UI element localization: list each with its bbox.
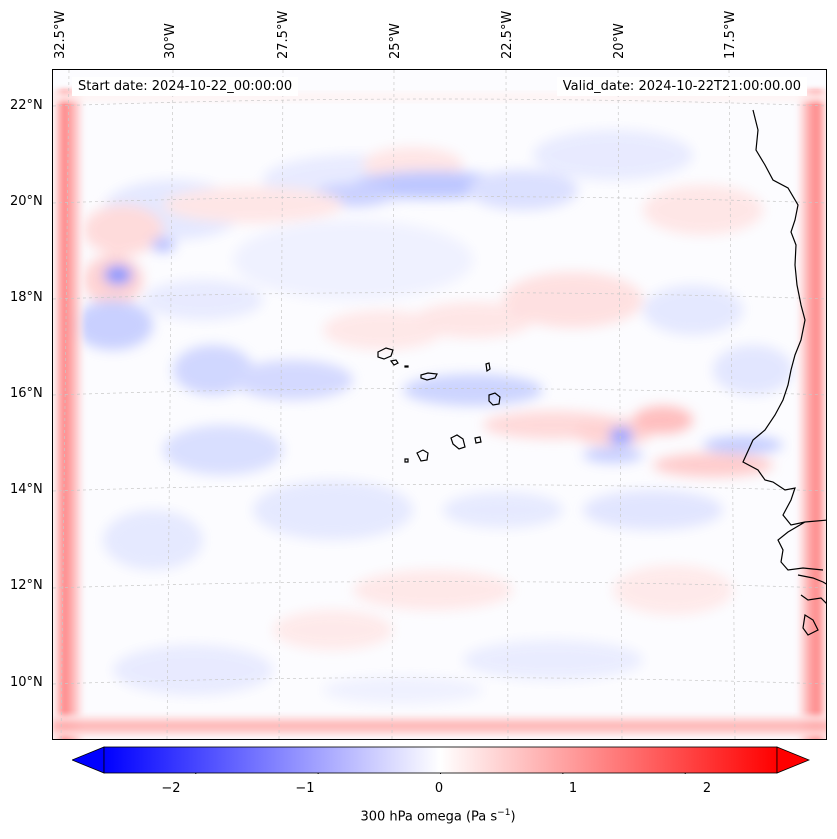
- lat-label-16n: 16°N: [10, 386, 43, 401]
- colorbar-tick-1: 1: [568, 781, 578, 796]
- field-blobs: [73, 130, 793, 704]
- left-edge-band: [53, 90, 83, 739]
- omega-field-map: [53, 70, 826, 739]
- lon-label-32.5w: 32.5°W: [53, 10, 68, 59]
- colorbar-tick-neg2: −2: [161, 781, 181, 796]
- valid-date-label: Valid_date: 2024-10-22T21:00:00.00: [556, 77, 807, 96]
- colorbar-extend-low: [72, 746, 105, 774]
- colorbar-label: 300 hPa omega (Pa s−1): [360, 808, 516, 825]
- lat-label-12n: 12°N: [10, 578, 43, 593]
- colorbar-tick-2: 2: [702, 781, 712, 796]
- lat-label-14n: 14°N: [10, 482, 43, 497]
- lon-label-30w: 30°W: [163, 23, 178, 59]
- lon-label-17.5w: 17.5°W: [723, 10, 738, 59]
- lon-label-25w: 25°W: [388, 23, 403, 59]
- cape-verde-islands: [377, 347, 501, 463]
- colorbar: [72, 746, 810, 774]
- lat-label-18n: 18°N: [10, 290, 43, 305]
- colorbar-tick-neg1: −1: [295, 781, 315, 796]
- africa-coastline: [742, 109, 826, 636]
- lon-label-27.5w: 27.5°W: [276, 10, 291, 59]
- top-edge-band: [53, 92, 826, 102]
- gridlines: [53, 70, 826, 739]
- lat-label-22n: 22°N: [10, 98, 43, 113]
- colorbar-extend-high: [776, 746, 810, 774]
- lon-label-20w: 20°W: [612, 23, 627, 59]
- right-edge-band: [798, 90, 826, 739]
- lon-label-22.5w: 22.5°W: [500, 10, 515, 59]
- colorbar-tick-0: 0: [434, 781, 444, 796]
- map-panel[interactable]: [52, 69, 827, 740]
- start-date-label: Start date: 2024-10-22_00:00:00: [72, 77, 299, 96]
- lat-label-20n: 20°N: [10, 194, 43, 209]
- lat-label-10n: 10°N: [10, 675, 43, 690]
- bottom-edge-band: [53, 715, 826, 737]
- colorbar-body: [103, 746, 778, 774]
